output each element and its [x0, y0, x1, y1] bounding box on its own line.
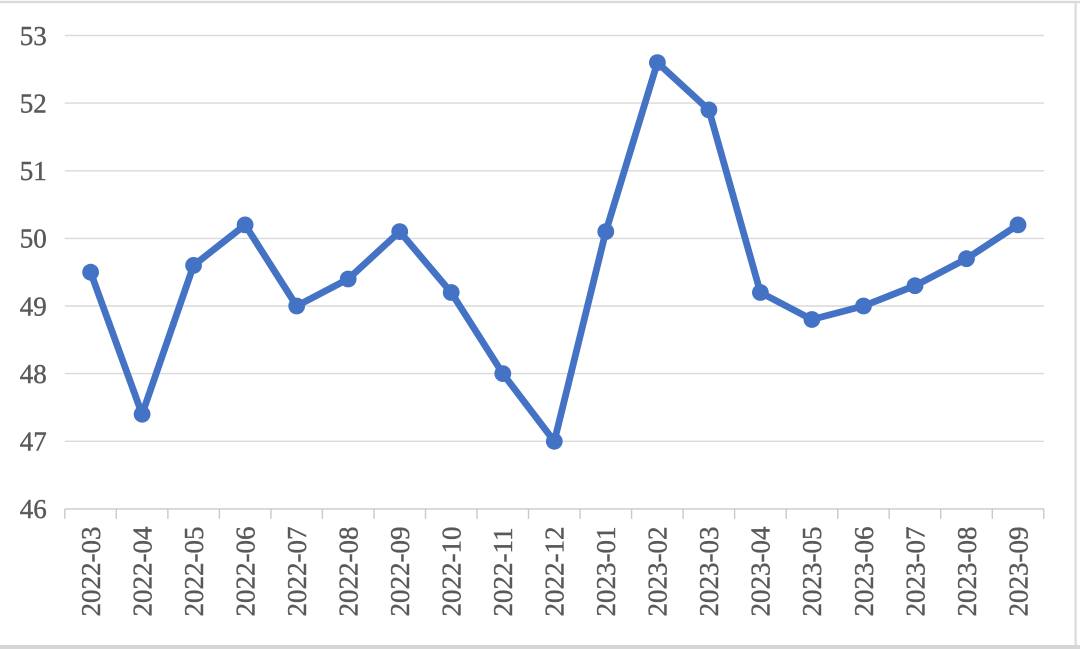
- svg-text:2022-10: 2022-10: [437, 527, 467, 617]
- svg-text:2023-05: 2023-05: [797, 527, 827, 617]
- svg-text:2022-08: 2022-08: [334, 527, 364, 617]
- svg-text:2023-02: 2023-02: [643, 527, 673, 617]
- svg-text:2023-01: 2023-01: [591, 527, 621, 617]
- svg-text:48: 48: [20, 359, 47, 389]
- svg-text:2022-11: 2022-11: [488, 528, 518, 617]
- svg-text:2022-09: 2022-09: [385, 527, 415, 617]
- svg-text:53: 53: [20, 21, 47, 51]
- svg-text:2022-05: 2022-05: [179, 527, 209, 617]
- svg-text:52: 52: [20, 88, 47, 118]
- svg-text:2022-12: 2022-12: [540, 527, 570, 617]
- svg-text:50: 50: [20, 224, 47, 254]
- svg-text:47: 47: [20, 427, 47, 457]
- svg-text:2023-04: 2023-04: [746, 526, 776, 616]
- svg-text:2023-09: 2023-09: [1003, 527, 1033, 617]
- svg-text:2023-03: 2023-03: [694, 527, 724, 617]
- svg-text:2022-06: 2022-06: [230, 527, 260, 617]
- svg-text:46: 46: [20, 494, 47, 524]
- svg-text:2023-08: 2023-08: [952, 527, 982, 617]
- svg-text:51: 51: [20, 156, 47, 186]
- svg-text:2023-07: 2023-07: [900, 527, 930, 617]
- svg-text:2022-03: 2022-03: [76, 527, 106, 617]
- svg-text:2022-04: 2022-04: [127, 526, 157, 616]
- svg-text:2022-07: 2022-07: [282, 527, 312, 617]
- svg-text:2023-06: 2023-06: [849, 527, 879, 617]
- svg-text:49: 49: [20, 291, 47, 321]
